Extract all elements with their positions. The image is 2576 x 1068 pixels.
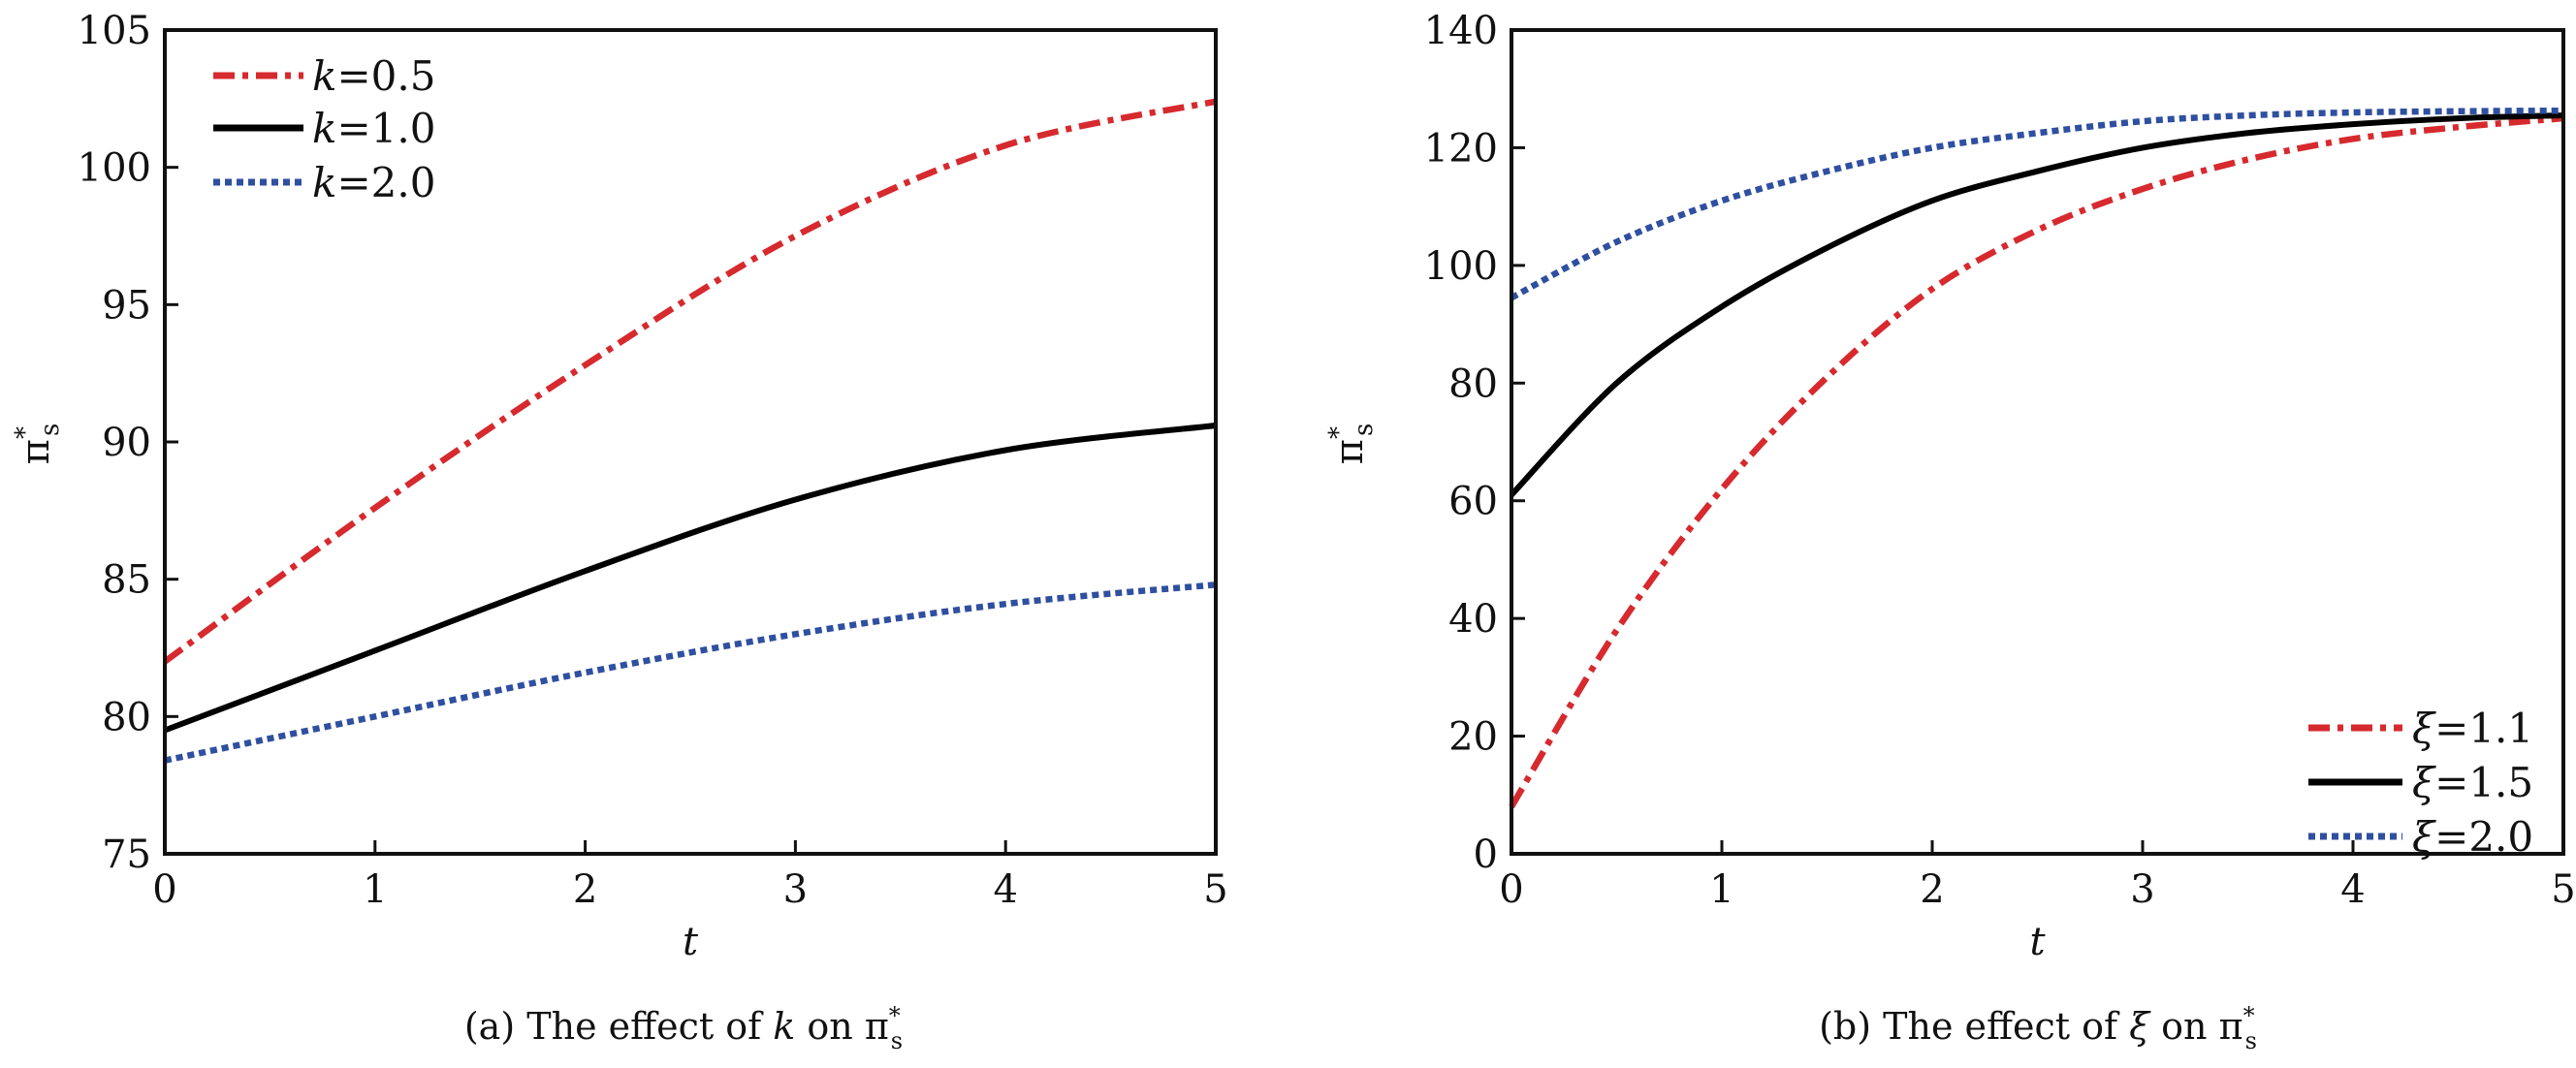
caption-prefix: (a) The effect of [464,1005,773,1048]
legend-entry: k=1.0 [312,105,435,152]
y-tick-label: 40 [1448,597,1498,642]
y-tick-label: 100 [78,146,151,191]
legend-symbol: ξ [2412,705,2436,752]
legend-entry: ξ=2.0 [2412,813,2533,861]
y-tick-label: 95 [102,283,151,328]
legend-entry: k=0.5 [312,52,435,100]
y-tick-label: 0 [1474,832,1498,877]
legend-value: =1.0 [336,105,435,152]
y-tick-label: 80 [1448,361,1498,406]
legend-entry: k=2.0 [312,159,435,206]
y-axis-label: π*s [1324,424,1379,465]
series-line-ξ=2.0 [1510,107,2564,301]
legend: k=0.5k=1.0k=2.0 [213,52,435,206]
caption-target: π [2219,1005,2243,1048]
caption-symbol: k [773,1005,795,1048]
y-tick-label: 85 [102,558,151,603]
caption-sup: * [2243,1002,2255,1029]
caption-prefix: (b) The effect of [1819,1005,2129,1048]
y-axis-label: π*s [11,424,65,465]
y-label-sup: * [1324,426,1353,439]
legend-symbol: k [312,159,336,206]
y-tick-label: 100 [1424,244,1498,289]
legend-symbol: ξ [2412,759,2436,806]
panel-a: 0 1 2 3 4 57580859095100105tπ*sk=0.5k=1.0k=2.… [11,9,1228,1054]
x-tick-label: 5 [1203,867,1227,912]
legend-symbol: k [312,105,336,152]
x-tick-label: 3 [2130,867,2154,912]
legend: ξ=1.1ξ=1.5ξ=2.0 [2308,705,2533,861]
y-label-sub: s [1350,424,1379,436]
y-label-sub: s [36,424,65,436]
y-label-sup: * [11,426,40,439]
x-tick-label: 5 [2551,867,2575,912]
caption-sub: s [891,1027,903,1054]
legend-value: =2.0 [336,159,435,206]
caption-middle: on [2149,1005,2219,1048]
caption-middle: on [795,1005,865,1048]
legend-entry: ξ=1.5 [2412,759,2533,806]
legend-symbol: k [312,52,336,100]
x-tick-label: 1 [363,867,387,912]
legend-value: =2.0 [2434,813,2533,861]
figure-caption: (a) The effect of k on π* s [464,1002,903,1054]
caption-symbol: ξ [2129,1005,2151,1048]
x-tick-label: 2 [1920,867,1944,912]
y-label-main: π [1327,439,1372,464]
legend-value: =1.1 [2434,705,2533,752]
y-tick-label: 80 [102,695,151,739]
series-line-k=1.0 [163,423,1217,734]
figure-caption: (b) The effect of ξ on π* s [1819,1002,2257,1054]
y-tick-label: 140 [1424,9,1498,53]
x-tick-label: 4 [993,867,1017,912]
x-axis-label: t [683,920,699,964]
y-tick-label: 20 [1448,715,1498,760]
legend-value: =1.5 [2434,759,2533,806]
caption-sub: s [2245,1027,2257,1054]
y-tick-label: 105 [78,9,151,53]
panel-b: 0 1 2 3 4 5020406080100120140tπ*sξ=1.1ξ=1.5ξ=… [1324,9,2576,1054]
y-tick-label: 90 [102,421,151,465]
x-tick-label: 4 [2340,867,2365,912]
legend-entry: ξ=1.1 [2412,705,2533,752]
series-line-k=2.0 [164,581,1217,764]
y-label-main: π [14,439,58,464]
legend-value: =0.5 [336,52,435,100]
x-tick-label: 0 [152,867,176,912]
x-tick-label: 2 [573,867,597,912]
series-line-ξ=1.5 [1509,112,2564,497]
x-tick-label: 0 [1499,867,1523,912]
x-tick-label: 3 [783,867,808,912]
plot-frame [1510,28,2565,856]
caption-target: π [865,1005,889,1048]
x-tick-label: 1 [1709,867,1733,912]
legend-symbol: ξ [2412,813,2436,861]
x-axis-label: t [2029,920,2046,964]
y-tick-label: 75 [102,832,151,877]
y-tick-label: 60 [1448,480,1498,524]
series-line-k=0.5 [163,98,1217,665]
y-tick-label: 120 [1424,126,1498,171]
caption-sup: * [889,1002,901,1029]
